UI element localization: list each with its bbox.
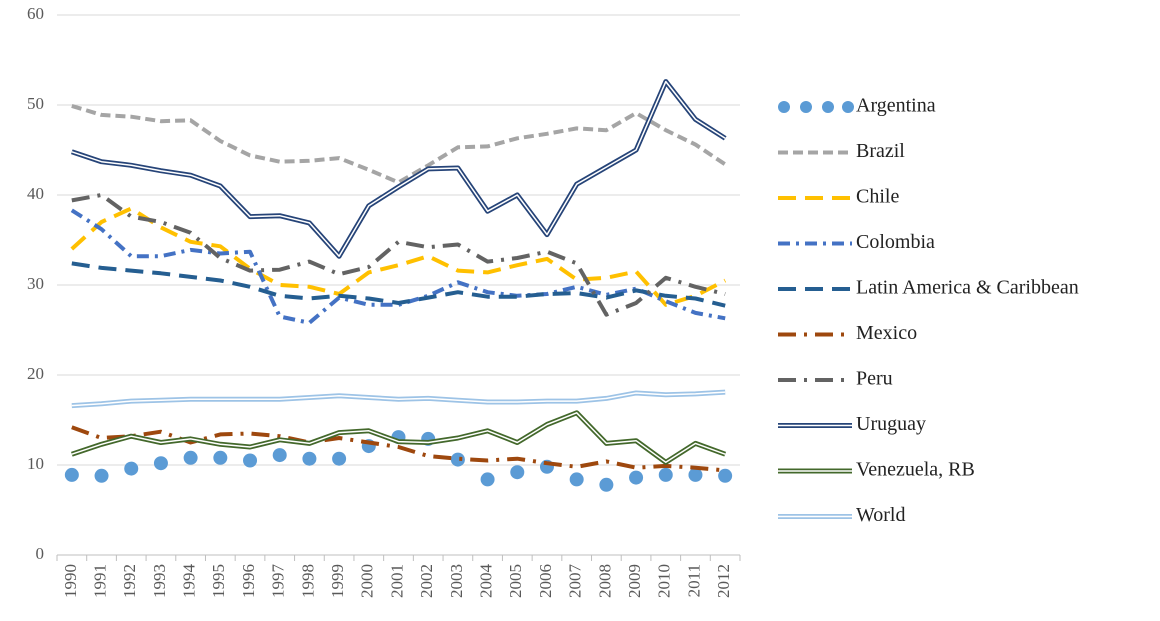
legend-label: Latin America & Caribbean: [856, 277, 1079, 299]
series-line-inner: [71, 80, 726, 257]
series-line: [71, 261, 726, 308]
data-point: [94, 468, 109, 483]
data-point: [718, 468, 733, 483]
x-tick-label: 2009: [625, 564, 644, 598]
legend-label: Colombia: [856, 231, 935, 253]
series-line: [70, 206, 727, 307]
series-line-inner: [71, 412, 726, 464]
data-point: [629, 470, 644, 485]
data-point: [510, 465, 525, 480]
legend-label: Mexico: [856, 322, 917, 344]
x-tick-label: 2001: [387, 564, 406, 598]
data-point: [450, 452, 465, 467]
y-tick-label: 40: [27, 184, 44, 203]
legend-label: Brazil: [856, 140, 905, 162]
y-tick-label: 10: [27, 454, 44, 473]
series-line: [70, 208, 726, 325]
x-tick-label: 1992: [120, 564, 139, 598]
data-point: [153, 456, 168, 471]
x-tick-label: 2011: [684, 564, 703, 597]
data-point: [569, 472, 584, 487]
data-point: [658, 467, 673, 482]
y-tick-label: 60: [27, 4, 44, 23]
x-tick-label: 1998: [298, 564, 317, 598]
x-tick-label: 2012: [714, 564, 733, 598]
data-point: [64, 467, 79, 482]
legend-label: Argentina: [856, 95, 936, 117]
y-tick-label: 50: [27, 94, 44, 113]
x-tick-label: 2005: [506, 564, 525, 598]
y-tick-label: 0: [36, 544, 45, 563]
x-tick-label: 1999: [328, 564, 347, 598]
y-tick-label: 20: [27, 364, 44, 383]
x-tick-label: 1996: [239, 564, 258, 598]
data-point: [213, 450, 228, 465]
legend-swatch: [822, 101, 834, 113]
x-tick-label: 1991: [90, 564, 109, 598]
y-tick-label: 30: [27, 274, 44, 293]
data-point: [688, 467, 703, 482]
series-line: [71, 193, 726, 317]
legend-swatch: [800, 101, 812, 113]
x-tick-label: 2003: [447, 564, 466, 598]
legend-label: Uruguay: [856, 413, 926, 435]
legend-label: Peru: [856, 368, 893, 390]
data-point: [124, 461, 139, 476]
series-line: [71, 103, 727, 185]
data-point: [599, 477, 614, 492]
data-point: [332, 451, 347, 466]
legend-swatch: [778, 101, 790, 113]
x-tick-label: 2007: [566, 564, 585, 599]
data-point: [272, 448, 287, 463]
legend-label: World: [856, 504, 906, 526]
x-tick-label: 2006: [536, 564, 555, 598]
legend-label: Chile: [856, 186, 899, 208]
x-tick-label: 1997: [269, 564, 288, 599]
series-line-inner: [71, 391, 726, 407]
data-point: [243, 453, 258, 468]
x-tick-label: 1994: [180, 564, 199, 599]
data-point: [302, 451, 317, 466]
data-point: [183, 450, 198, 465]
x-tick-label: 1990: [61, 564, 80, 598]
x-tick-label: 2000: [358, 564, 377, 598]
legend-label: Venezuela, RB: [856, 459, 975, 481]
x-tick-label: 2004: [476, 564, 495, 599]
x-tick-label: 2008: [595, 564, 614, 598]
x-tick-label: 2010: [655, 564, 674, 598]
x-tick-label: 2002: [417, 564, 436, 598]
legend-swatch: [842, 101, 854, 113]
x-tick-label: 1995: [209, 564, 228, 598]
data-point: [480, 472, 495, 487]
x-tick-label: 1993: [150, 564, 169, 598]
